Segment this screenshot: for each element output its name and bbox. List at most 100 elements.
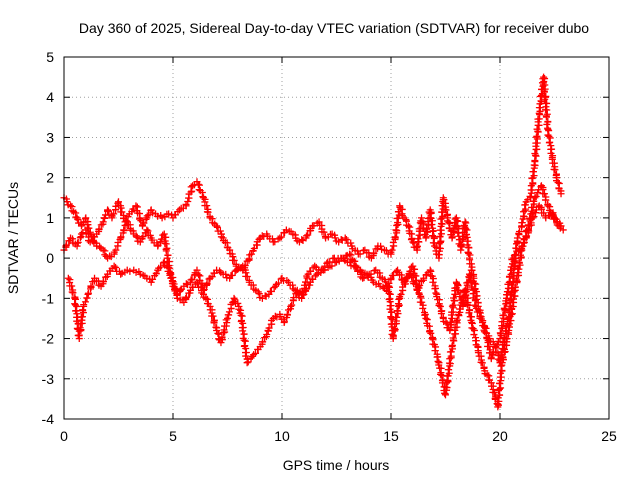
data-point-fill — [429, 336, 442, 365]
series-group — [64, 182, 565, 411]
data-point-fill — [176, 285, 186, 295]
data-point-fill — [372, 280, 383, 288]
data-point-fill — [312, 263, 323, 274]
data-point-fill — [148, 236, 161, 247]
data-point — [315, 218, 323, 226]
data-point-fill — [496, 297, 511, 340]
x-tick-label: 0 — [60, 428, 68, 444]
data-point-fill — [409, 265, 423, 297]
data-point-fill — [176, 296, 186, 304]
y-tick-label: -2 — [42, 331, 55, 347]
data-point — [99, 246, 107, 254]
data-point-fill — [236, 309, 251, 363]
data-point — [147, 206, 155, 214]
data-point — [276, 234, 284, 242]
data-point-fill — [296, 288, 306, 296]
data-point — [263, 331, 271, 339]
data-point-fill — [379, 283, 388, 293]
data-point-fill — [310, 219, 321, 230]
data-point-fill — [466, 271, 479, 309]
data-point-fill — [161, 261, 173, 275]
data-point-fill — [302, 224, 315, 240]
y-tick-label: 3 — [46, 129, 54, 145]
data-point — [492, 343, 500, 351]
data-point-fill — [208, 215, 219, 228]
data-point-fill — [194, 180, 207, 201]
data-point-fill — [213, 223, 226, 241]
data-point — [200, 194, 208, 202]
data-point-fill — [66, 276, 79, 301]
data-point-fill — [486, 338, 498, 349]
y-tick-label: -3 — [42, 371, 55, 387]
data-point-fill — [298, 236, 307, 244]
data-point-fill — [200, 293, 212, 308]
data-point-fill — [518, 201, 530, 227]
data-point-fill — [446, 279, 461, 333]
data-point — [143, 226, 151, 234]
data-point-fill — [75, 306, 87, 340]
data-point — [313, 270, 321, 278]
data-point-fill — [112, 263, 123, 275]
data-point-fill — [68, 203, 80, 221]
data-point-fill — [422, 269, 432, 279]
data-point-fill — [177, 204, 187, 212]
data-point-fill — [387, 235, 399, 256]
data-point-fill — [276, 313, 288, 323]
data-point — [551, 214, 558, 222]
data-point-fill — [358, 268, 369, 277]
data-point-fill — [356, 247, 367, 258]
data-point-fill — [161, 210, 171, 221]
data-point — [311, 262, 319, 270]
data-point-fill — [291, 231, 301, 245]
data-point-fill — [427, 267, 440, 297]
data-point — [531, 194, 539, 202]
x-axis-label: GPS time / hours — [283, 457, 390, 473]
data-point — [230, 294, 238, 302]
data-point — [99, 218, 107, 226]
data-point — [287, 302, 295, 310]
data-point-fill — [261, 292, 270, 300]
data-point-fill — [78, 215, 89, 229]
data-point-fill — [143, 207, 155, 220]
data-point-fill — [493, 337, 502, 349]
data-point-fill — [182, 280, 191, 289]
data-point-fill — [426, 208, 438, 247]
data-point — [559, 226, 567, 234]
y-tick-label: 0 — [46, 250, 54, 266]
data-point-fill — [80, 294, 91, 309]
data-point-fill — [108, 199, 122, 220]
data-point-fill — [353, 264, 365, 281]
data-point-fill — [227, 267, 239, 280]
data-point-fill — [481, 370, 494, 384]
y-tick-label: -1 — [42, 290, 55, 306]
data-point-fill — [194, 280, 206, 297]
data-point-fill — [503, 256, 517, 299]
data-point-fill — [433, 293, 447, 321]
data-point-fill — [62, 195, 72, 209]
data-point-fill — [349, 245, 361, 255]
data-point — [298, 294, 306, 302]
data-point-fill — [402, 216, 411, 229]
data-point — [110, 262, 118, 270]
data-point-fill — [69, 235, 79, 248]
data-point-fill — [346, 258, 355, 270]
data-point-fill — [128, 205, 138, 216]
data-point-fill — [545, 211, 554, 220]
plot-frame — [63, 56, 610, 420]
data-point-fill — [337, 236, 346, 244]
data-point-fill — [208, 269, 218, 281]
data-point-fill — [216, 267, 225, 277]
data-point-fill — [397, 205, 407, 220]
data-point-fill — [468, 319, 482, 351]
data-point — [176, 206, 184, 214]
data-point-fill — [206, 306, 221, 332]
data-point-fill — [155, 259, 167, 272]
data-point-fill — [154, 211, 165, 220]
data-point-fill — [546, 203, 558, 221]
data-point — [513, 234, 521, 242]
data-point — [557, 222, 565, 230]
data-point-fill — [264, 232, 276, 243]
data-point-fill — [321, 263, 332, 274]
data-point-fill — [360, 272, 371, 282]
x-tick-label: 10 — [274, 428, 290, 444]
